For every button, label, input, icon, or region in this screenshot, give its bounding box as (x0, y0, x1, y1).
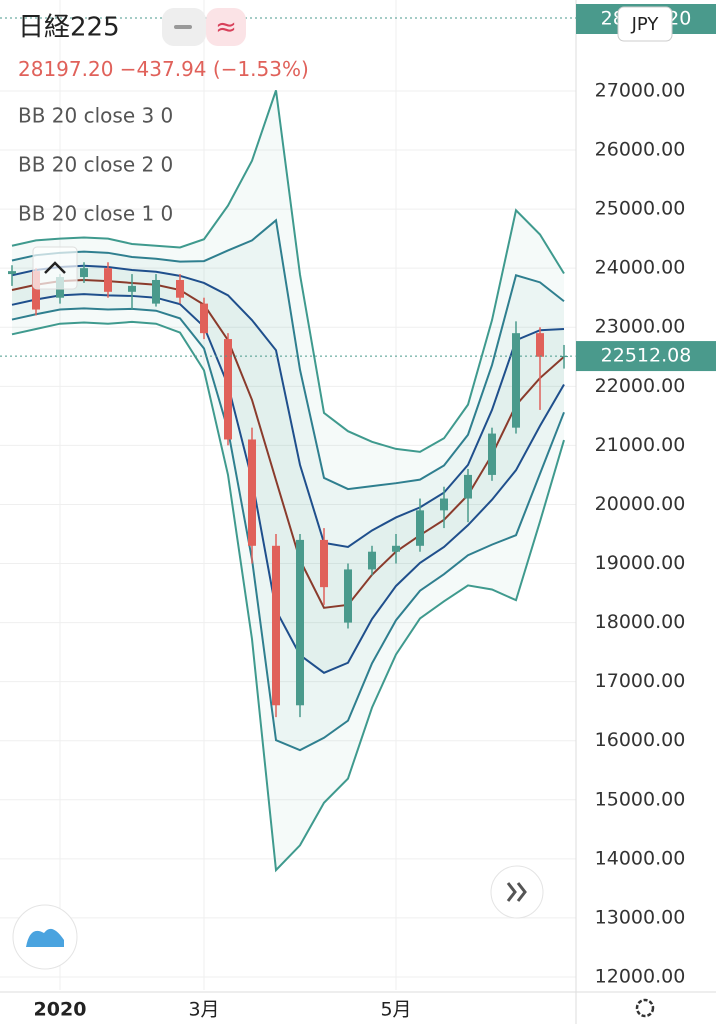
band-line-lower (11, 320, 565, 873)
legend-entry: BB 20 close 2 0 (18, 153, 173, 177)
y-tick-label: 24000.00 (595, 257, 686, 279)
candle-body (440, 498, 448, 511)
band-fill (12, 220, 564, 751)
y-tick-label: 18000.00 (595, 611, 686, 633)
candle-body (344, 569, 352, 623)
last-price-tag (576, 341, 716, 372)
collapse-button[interactable] (32, 246, 78, 290)
y-tick-label: 13000.00 (595, 906, 686, 928)
y-tick-label: 14000.00 (595, 847, 686, 869)
y-tick-label: 15000.00 (595, 788, 686, 810)
change: −437.94 (−1.53%) (120, 57, 309, 81)
candle-body (368, 551, 376, 570)
symbol: 日経225 (18, 13, 120, 43)
y-tick-label: 16000.00 (595, 729, 686, 751)
candle-body (464, 474, 472, 499)
band-fill (12, 90, 564, 871)
candle-body (224, 339, 232, 440)
candle-body (416, 510, 424, 546)
price-axis: 12000.00 13000.00 14000.00 15000.00 16000.00… (595, 79, 686, 987)
scroll-right-icon (506, 882, 527, 902)
candle-body (8, 271, 16, 275)
plot-area (0, 0, 576, 990)
candle-body (536, 333, 544, 357)
band-fill (12, 265, 564, 673)
legend: BB 20 close 3 0 BB 20 close 2 0 BB 20 clos… (18, 104, 173, 226)
candle-body (512, 333, 520, 428)
y-tick-label: 25000.00 (595, 198, 686, 220)
legend-entry: BB 20 close 1 0 (18, 202, 173, 226)
x-tick-label: 2020 (34, 999, 87, 1021)
candle-body (32, 271, 40, 310)
candle-body (320, 539, 328, 588)
candle-body (248, 439, 256, 546)
approx-icon: ≈ (215, 13, 237, 43)
scroll-right-button[interactable] (490, 865, 544, 919)
candle-body (296, 539, 304, 706)
candle-body (176, 279, 184, 298)
last-price-text: 22512.08 (601, 345, 692, 367)
candle-body (200, 303, 208, 334)
band-line-lower (11, 293, 565, 674)
candle-body (104, 268, 112, 292)
candle-body (488, 433, 496, 475)
y-tick-label: 23000.00 (595, 316, 686, 338)
candle-body (152, 279, 160, 304)
band-line-upper (11, 90, 565, 453)
y-tick-label: 12000.00 (595, 966, 686, 988)
y-tick-label: 26000.00 (595, 139, 686, 161)
candle-body (128, 285, 136, 292)
currency-badge[interactable] (617, 6, 673, 42)
candle-body (392, 545, 400, 552)
candle-body (272, 545, 280, 706)
approx-button[interactable] (206, 8, 246, 46)
band-line-upper (11, 218, 565, 491)
collapse-icon (44, 261, 66, 274)
y-tick-label: 20000.00 (595, 493, 686, 515)
candle-body (80, 268, 88, 278)
currency: JPY (631, 14, 660, 35)
x-tick-label: 3月 (188, 999, 219, 1021)
y-tick-label: 17000.00 (595, 670, 686, 692)
y-tick-label: 27000.00 (595, 79, 686, 101)
x-tick-label: 5月 (380, 999, 411, 1021)
y-tick-label: 19000.00 (595, 552, 686, 574)
candle-body (560, 356, 568, 358)
minus-icon (174, 25, 192, 29)
y-tick-label: 21000.00 (595, 434, 686, 456)
settings-icon[interactable] (635, 998, 655, 1018)
band-line-lower (11, 307, 565, 752)
logo-icon (26, 928, 64, 947)
price-line: 28197.20 −437.94 (−1.53%) (18, 57, 309, 81)
price: 28197.20 (18, 57, 113, 81)
band-line-upper (11, 264, 565, 549)
legend-entry: BB 20 close 3 0 (18, 104, 173, 128)
y-tick-label: 22000.00 (595, 375, 686, 397)
